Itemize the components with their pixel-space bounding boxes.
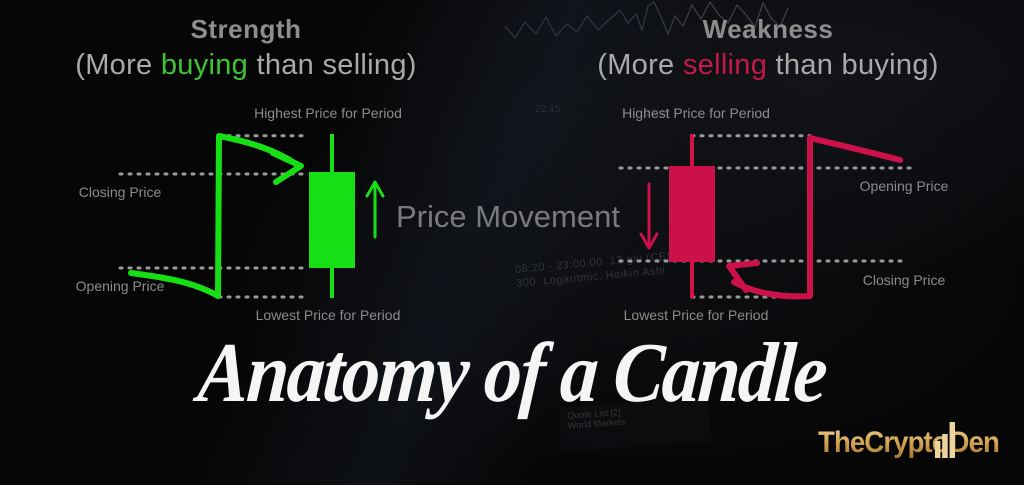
svg-text:Opening Price: Opening Price [860,178,949,194]
svg-text:Lowest Price for Period: Lowest Price for Period [624,307,769,323]
svg-text:Opening Price: Opening Price [76,278,165,294]
svg-text:Highest Price for Period: Highest Price for Period [254,105,402,121]
svg-text:Highest Price for Period: Highest Price for Period [622,105,770,121]
svg-text:Lowest Price for Period: Lowest Price for Period [256,307,401,323]
svg-text:Closing Price: Closing Price [79,184,162,200]
svg-text:Closing Price: Closing Price [863,272,946,288]
